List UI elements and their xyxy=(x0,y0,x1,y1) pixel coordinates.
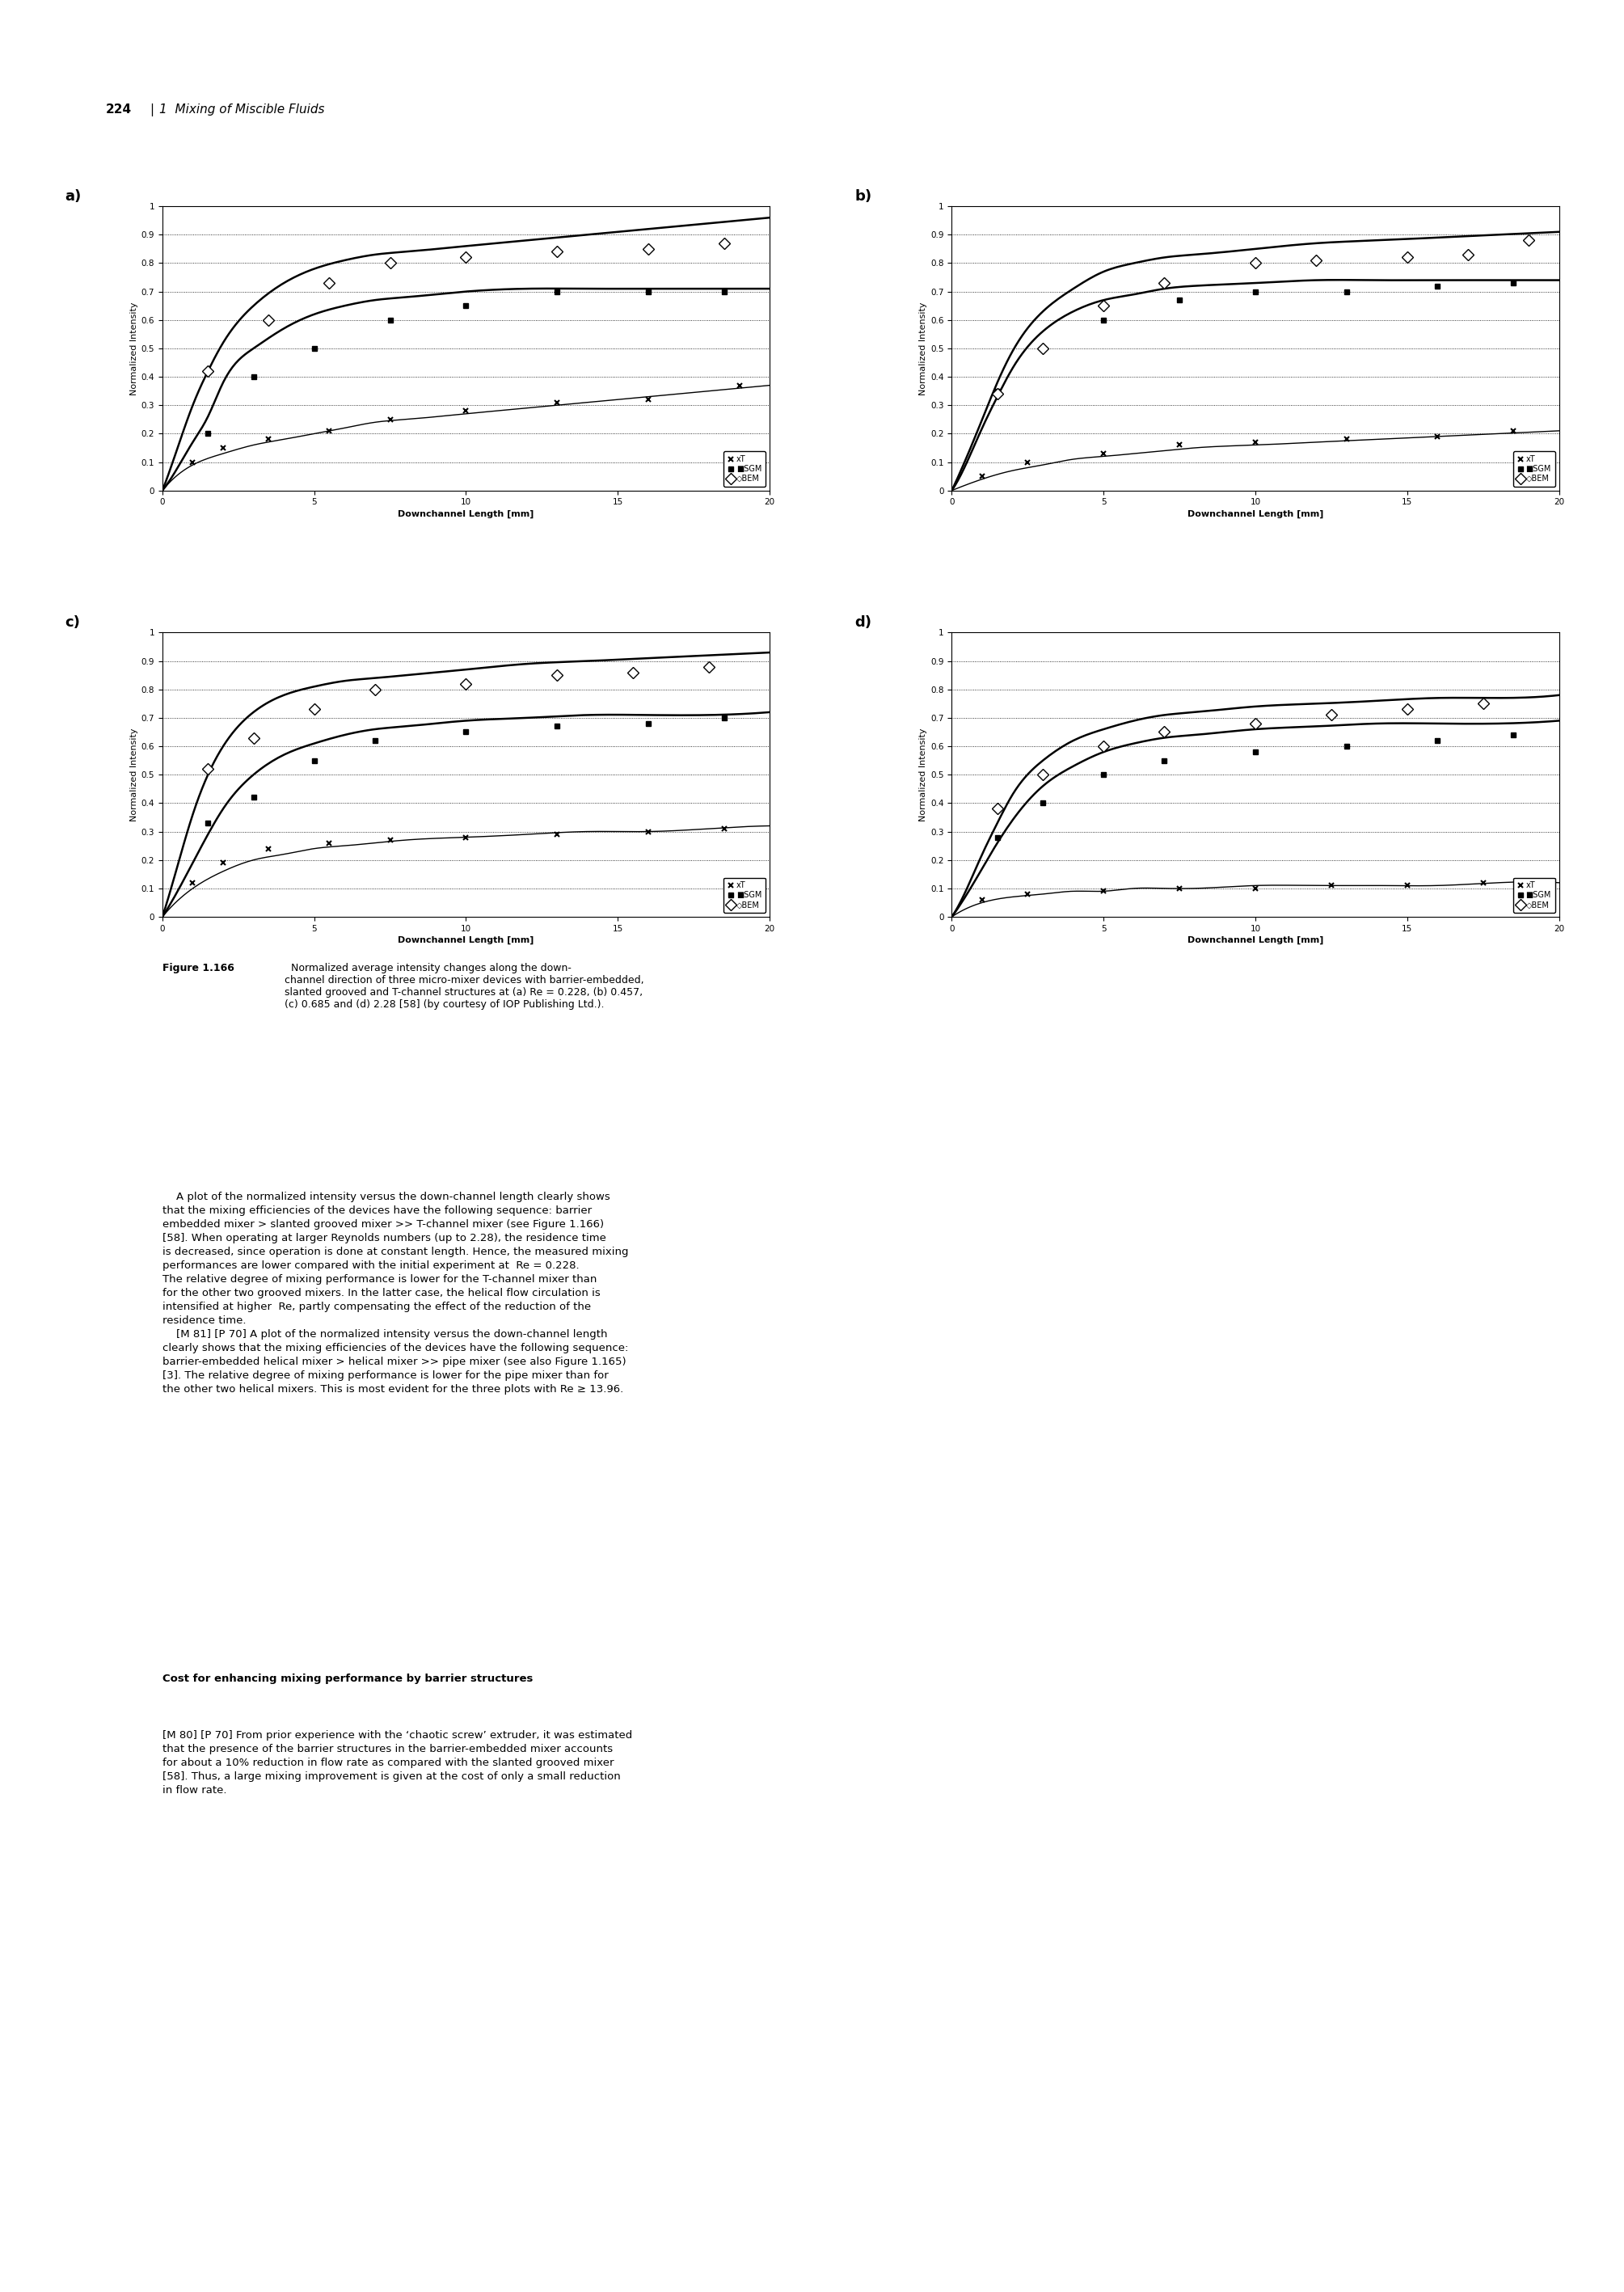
Y-axis label: Normalized Intensity: Normalized Intensity xyxy=(130,729,138,821)
Text: 224: 224 xyxy=(106,103,132,115)
Text: c): c) xyxy=(65,617,81,630)
X-axis label: Downchannel Length [mm]: Downchannel Length [mm] xyxy=(1187,509,1324,518)
Text: b): b) xyxy=(854,190,872,204)
Legend: xT, ■SGM, ◇BEM: xT, ■SGM, ◇BEM xyxy=(1514,878,1556,912)
Text: |: | xyxy=(149,103,154,117)
Legend: xT, ■SGM, ◇BEM: xT, ■SGM, ◇BEM xyxy=(1514,452,1556,486)
Text: a): a) xyxy=(65,190,81,204)
Text: Figure 1.166: Figure 1.166 xyxy=(162,963,234,974)
Text: A plot of the normalized intensity versus the down-channel length clearly shows
: A plot of the normalized intensity versu… xyxy=(162,1192,628,1410)
Text: [M 80] [P 70] From prior experience with the ‘chaotic screw’ extruder, it was es: [M 80] [P 70] From prior experience with… xyxy=(162,1730,632,1797)
Text: Normalized average intensity changes along the down-
channel direction of three : Normalized average intensity changes alo… xyxy=(284,963,643,1008)
X-axis label: Downchannel Length [mm]: Downchannel Length [mm] xyxy=(398,509,534,518)
Legend: xT, ■SGM, ◇BEM: xT, ■SGM, ◇BEM xyxy=(724,452,765,486)
Legend: xT, ■SGM, ◇BEM: xT, ■SGM, ◇BEM xyxy=(724,878,765,912)
Y-axis label: Normalized Intensity: Normalized Intensity xyxy=(919,729,927,821)
Text: Cost for enhancing mixing performance by barrier structures: Cost for enhancing mixing performance by… xyxy=(162,1673,533,1685)
Text: d): d) xyxy=(854,617,872,630)
Text: 1  Mixing of Miscible Fluids: 1 Mixing of Miscible Fluids xyxy=(159,103,325,115)
X-axis label: Downchannel Length [mm]: Downchannel Length [mm] xyxy=(1187,935,1324,944)
X-axis label: Downchannel Length [mm]: Downchannel Length [mm] xyxy=(398,935,534,944)
Y-axis label: Normalized Intensity: Normalized Intensity xyxy=(919,303,927,394)
Y-axis label: Normalized Intensity: Normalized Intensity xyxy=(130,303,138,394)
